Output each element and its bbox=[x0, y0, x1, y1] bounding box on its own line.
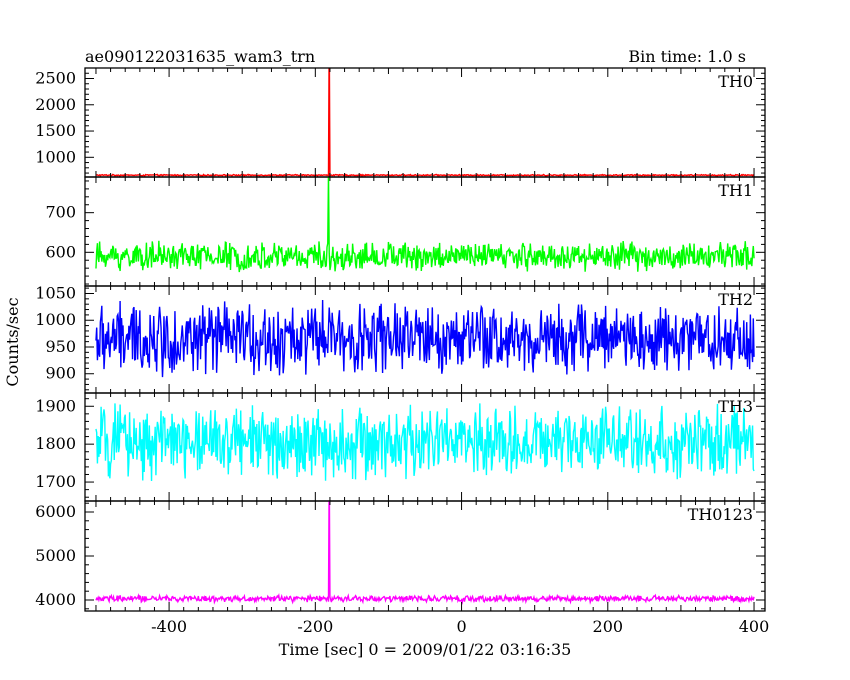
y-tick-label: 2000 bbox=[35, 95, 76, 114]
y-tick-label: 950 bbox=[45, 337, 76, 356]
x-tick-label: -200 bbox=[297, 617, 333, 636]
chart-title-right: Bin time: 1.0 s bbox=[628, 47, 746, 66]
y-tick-label: 1800 bbox=[35, 434, 76, 453]
y-tick-label: 1700 bbox=[35, 472, 76, 491]
panel-label-th0: TH0 bbox=[718, 72, 753, 91]
series-line-th1 bbox=[95, 177, 755, 273]
y-tick-label: 1000 bbox=[35, 310, 76, 329]
series-line-th3 bbox=[95, 403, 755, 482]
x-tick-label: 200 bbox=[593, 617, 624, 636]
panel-frame bbox=[84, 500, 766, 612]
y-axis-label: Counts/sec bbox=[3, 297, 22, 386]
y-tick-label: 900 bbox=[45, 364, 76, 383]
y-tick-label: 1050 bbox=[35, 283, 76, 302]
chart-title-left: ae090122031635_wam3_trn bbox=[85, 47, 315, 66]
y-tick-label: 5000 bbox=[35, 546, 76, 565]
panel-label-th2: TH2 bbox=[718, 290, 753, 309]
y-tick-label: 600 bbox=[45, 242, 76, 261]
y-tick-label: 1500 bbox=[35, 121, 76, 140]
y-tick-label: 2500 bbox=[35, 69, 76, 88]
series-line-th2 bbox=[95, 299, 755, 378]
x-axis-label: Time [sec] 0 = 2009/01/22 03:16:35 bbox=[279, 640, 572, 659]
x-tick-label: -400 bbox=[151, 617, 187, 636]
y-tick-label: 700 bbox=[45, 203, 76, 222]
panel-label-th1: TH1 bbox=[718, 181, 753, 200]
x-tick-label: 0 bbox=[456, 617, 466, 636]
series-line-th0 bbox=[95, 68, 755, 177]
x-tick-label: 400 bbox=[739, 617, 770, 636]
panel-label-th3: TH3 bbox=[718, 397, 753, 416]
y-tick-label: 4000 bbox=[35, 590, 76, 609]
y-tick-label: 1000 bbox=[35, 147, 76, 166]
panel-frame bbox=[84, 176, 766, 287]
y-tick-label: 1900 bbox=[35, 396, 76, 415]
series-line-th0123 bbox=[95, 501, 755, 605]
panel-label-th0123: TH0123 bbox=[688, 505, 753, 524]
panel-frame bbox=[84, 67, 766, 178]
y-tick-label: 6000 bbox=[35, 502, 76, 521]
